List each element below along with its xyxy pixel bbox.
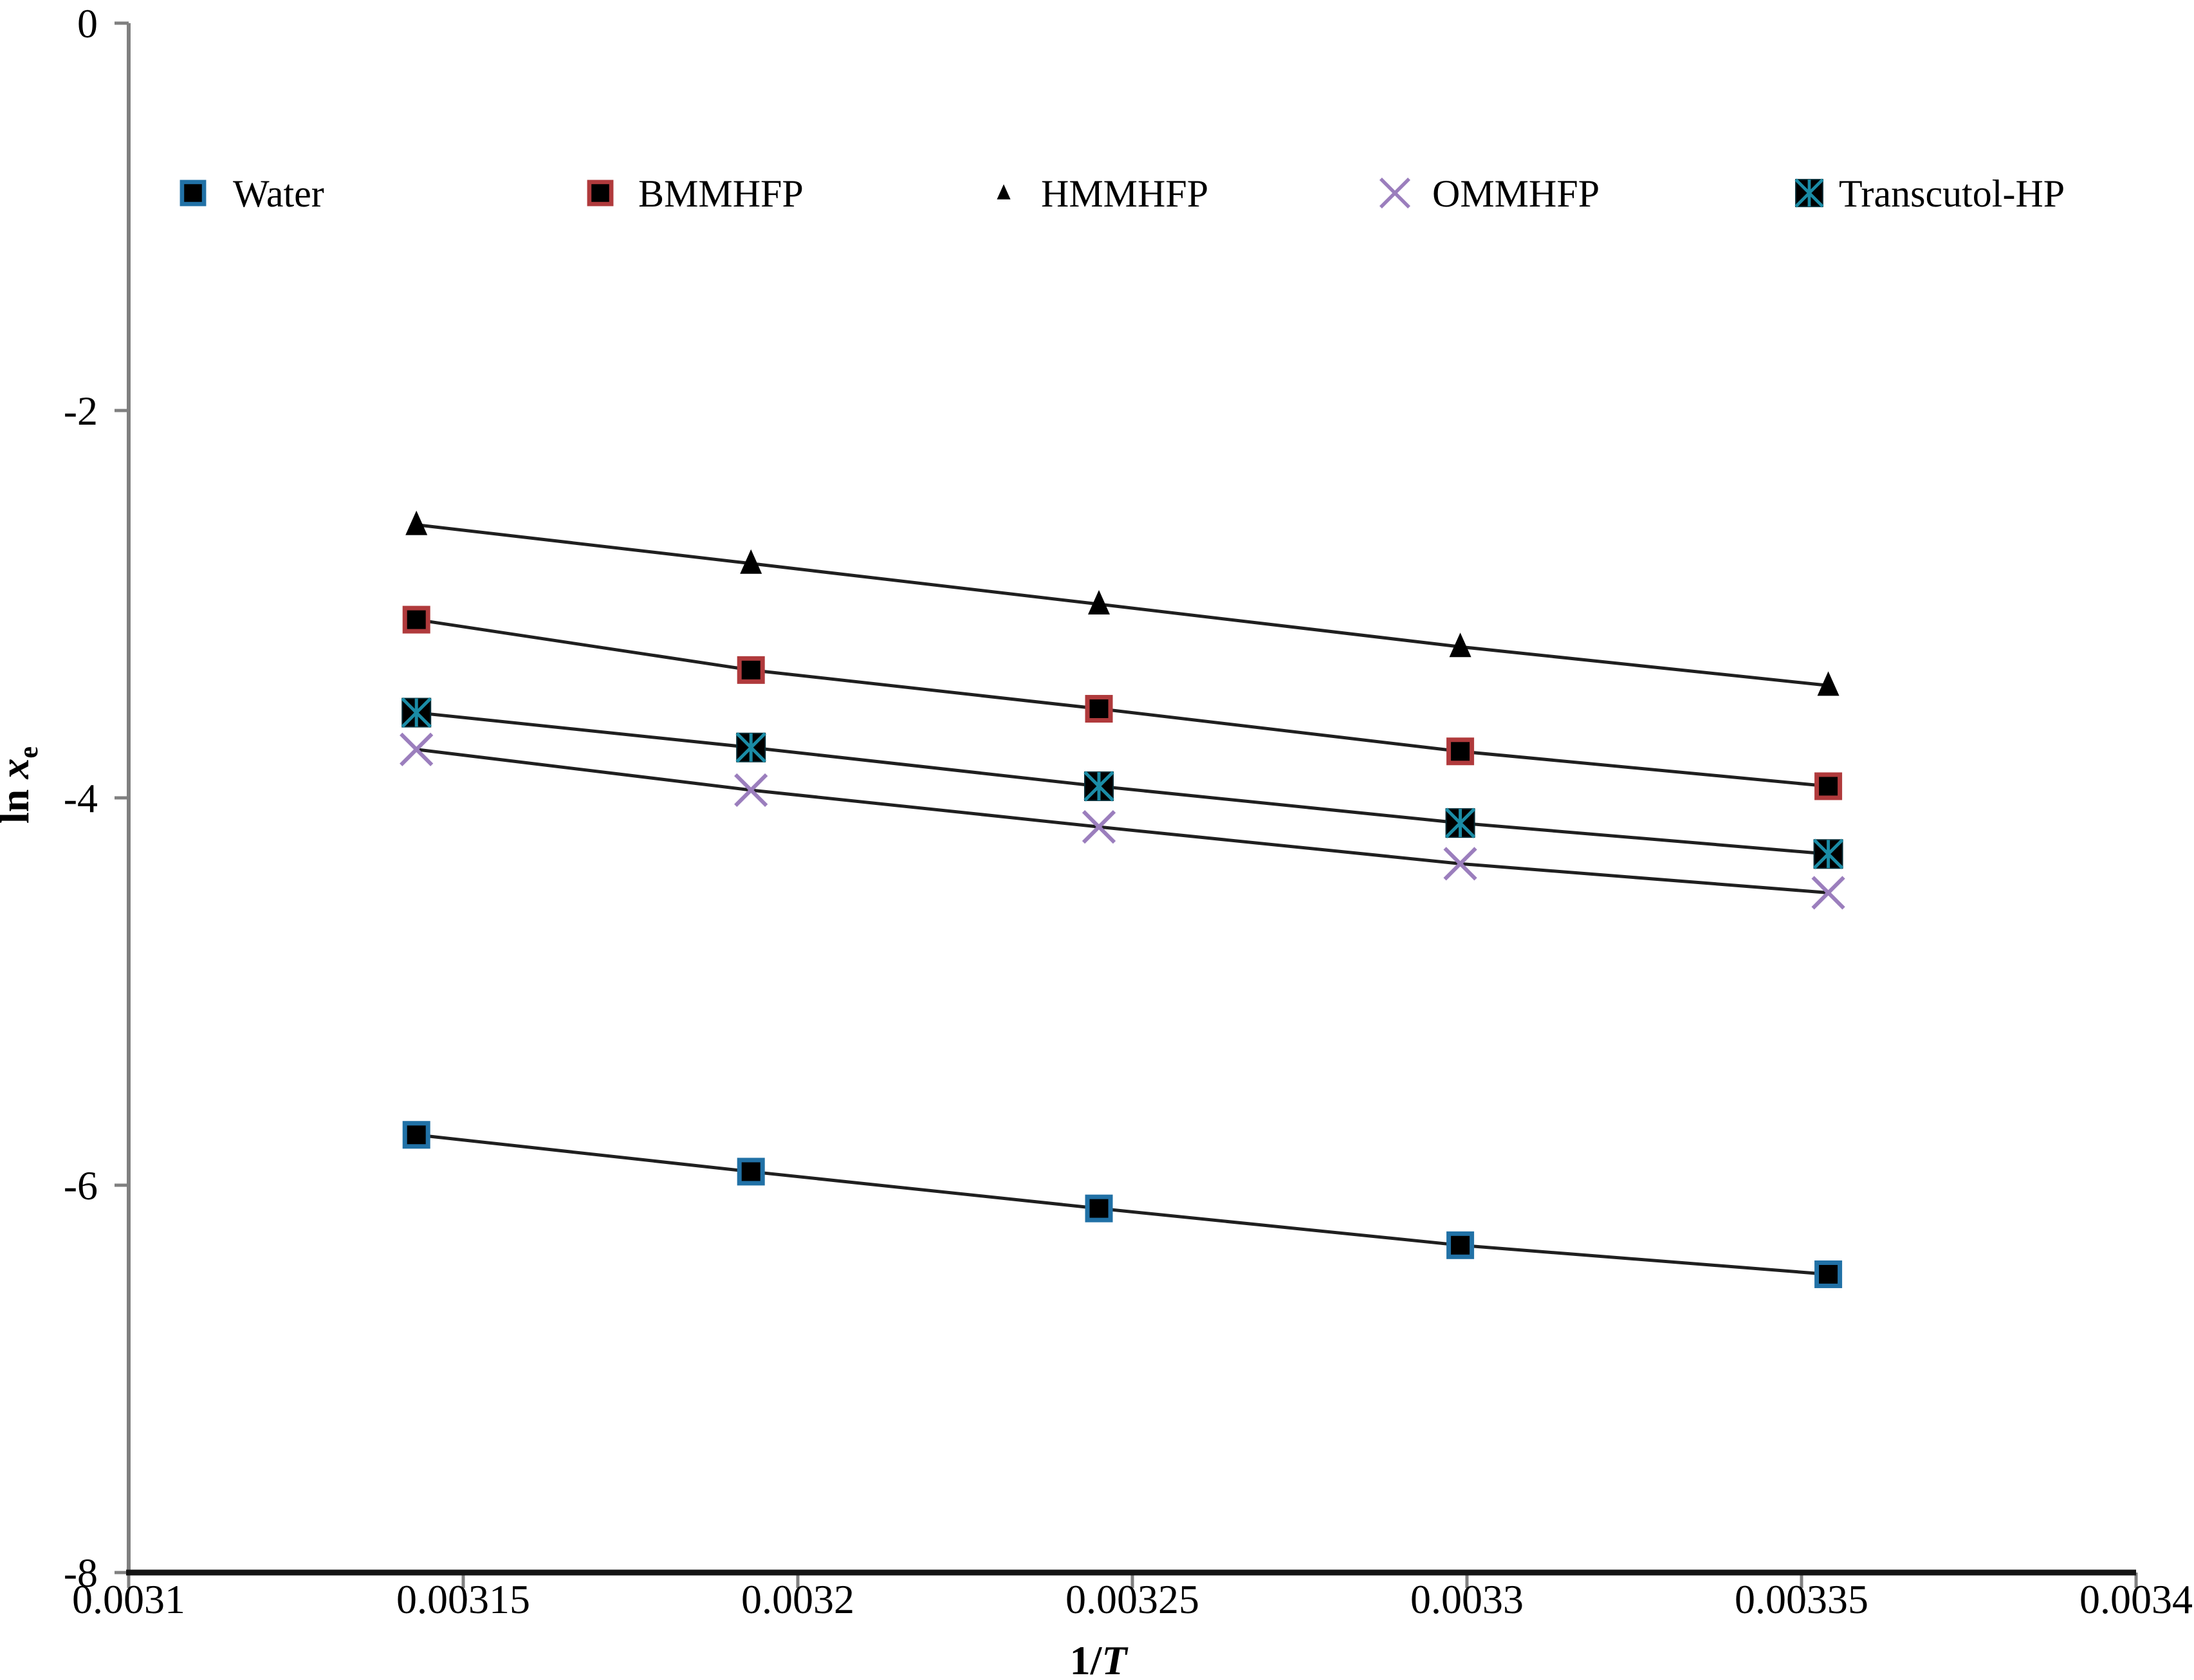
- data-point-ommhfp-4: [1443, 847, 1477, 881]
- x-axis-title-symbol: T: [1102, 1638, 1129, 1680]
- data-point-hmmhfp-3: [1088, 590, 1110, 614]
- y-axis-title-subscript: e: [14, 746, 44, 759]
- y-tick-label: -4: [64, 775, 98, 821]
- legend-item-bmmhfp: BMMHFP: [587, 172, 804, 215]
- x-marker: [1082, 810, 1116, 844]
- series-line-transcutol-hp: [416, 711, 1829, 856]
- legend-marker-transcutol-hp: [1794, 178, 1824, 208]
- data-point-hmmhfp-4: [1449, 632, 1471, 658]
- legend-label-bmmhfp: BMMHFP: [638, 172, 804, 215]
- x-axis-title: 1/T: [1070, 1638, 1129, 1680]
- triangle-marker: [1817, 671, 1839, 696]
- data-point-bmmhfp-2: [737, 656, 765, 684]
- x-marker: [1379, 177, 1411, 209]
- y-tick-label: -6: [64, 1163, 98, 1208]
- data-point-hmmhfp-1: [405, 510, 428, 535]
- legend-marker-bmmhfp: [587, 180, 614, 207]
- data-point-ommhfp-2: [734, 773, 768, 808]
- legend: Water BMMHFP HMMHFP OMMHFP Transcutol-HP: [180, 172, 2065, 215]
- series-line-hmmhfp: [416, 523, 1829, 687]
- legend-item-hmmhfp: HMMHFP: [997, 172, 1208, 215]
- y-axis-title-prefix: ln: [0, 779, 37, 824]
- x-marker: [400, 732, 434, 766]
- series-line-ommhfp: [416, 748, 1829, 894]
- x-tick-label: 0.0033: [1410, 1576, 1524, 1622]
- legend-marker-water: [180, 180, 207, 207]
- data-point-transcutol-hp-3: [1083, 771, 1114, 802]
- legend-label-water: Water: [233, 172, 324, 215]
- square-marker: [180, 180, 207, 207]
- triangle-marker: [405, 510, 428, 535]
- data-point-transcutol-hp-2: [735, 732, 766, 763]
- x-tick-label: 0.00335: [1735, 1576, 1868, 1622]
- x-marker: [734, 773, 768, 808]
- legend-item-ommhfp: OMMHFP: [1379, 172, 1599, 215]
- legend-marker-ommhfp: [1379, 177, 1411, 209]
- x-axis-title-prefix: 1/: [1070, 1638, 1103, 1680]
- x-marker: [1811, 876, 1845, 910]
- x-tick-label: 0.00325: [1065, 1576, 1199, 1622]
- triangle-marker: [1088, 590, 1110, 614]
- data-point-bmmhfp-1: [402, 605, 430, 634]
- triangle-marker: [1449, 632, 1471, 658]
- data-point-transcutol-hp-5: [1812, 838, 1844, 870]
- series-line-water: [416, 1133, 1829, 1276]
- data-point-hmmhfp-5: [1817, 671, 1839, 696]
- legend-item-water: Water: [180, 172, 324, 215]
- triangle-marker: [997, 184, 1011, 199]
- data-point-hmmhfp-2: [740, 549, 762, 574]
- square-marker: [587, 180, 614, 207]
- y-tick-label: -2: [64, 388, 98, 434]
- data-point-water-5: [1814, 1260, 1843, 1288]
- x-marker: [1443, 847, 1477, 881]
- y-axis-title-symbol: x: [0, 759, 37, 780]
- square-marker: [1446, 1231, 1475, 1259]
- triangle-marker: [740, 549, 762, 574]
- square-marker: [1814, 1260, 1843, 1288]
- y-tick-label: -8: [64, 1550, 98, 1596]
- data-point-water-4: [1446, 1231, 1475, 1259]
- square-marker: [737, 1158, 765, 1186]
- data-point-ommhfp-5: [1811, 876, 1845, 910]
- data-point-bmmhfp-3: [1085, 695, 1113, 723]
- y-tick-label: 0: [77, 1, 98, 46]
- x-tick-label: 0.00315: [396, 1576, 530, 1622]
- data-point-ommhfp-3: [1082, 810, 1116, 844]
- data-point-water-3: [1085, 1194, 1113, 1223]
- square-marker: [402, 605, 430, 634]
- x-tick-label: 0.0034: [2079, 1576, 2193, 1622]
- x-tick-label: 0.0032: [741, 1576, 854, 1622]
- legend-marker-hmmhfp: [997, 184, 1011, 199]
- square-marker: [402, 1121, 430, 1149]
- data-point-bmmhfp-5: [1814, 772, 1843, 800]
- x-tick-label: 0.0031: [72, 1576, 185, 1622]
- series-line-bmmhfp: [416, 618, 1829, 788]
- square-marker: [1085, 1194, 1113, 1223]
- square-marker: [737, 656, 765, 684]
- y-axis-title: ln xe: [0, 746, 44, 824]
- data-point-water-1: [402, 1121, 430, 1149]
- data-point-water-2: [737, 1158, 765, 1186]
- square-marker: [1446, 737, 1475, 766]
- square-marker: [1085, 695, 1113, 723]
- legend-item-transcutol-hp: Transcutol-HP: [1794, 172, 2065, 215]
- legend-label-hmmhfp: HMMHFP: [1041, 172, 1208, 215]
- legend-label-ommhfp: OMMHFP: [1432, 172, 1599, 215]
- data-point-transcutol-hp-4: [1444, 808, 1476, 838]
- data-point-bmmhfp-4: [1446, 737, 1475, 766]
- legend-label-transcutol-hp: Transcutol-HP: [1839, 172, 2065, 215]
- data-point-transcutol-hp-1: [401, 697, 432, 728]
- square-marker: [1814, 772, 1843, 800]
- data-point-ommhfp-1: [400, 732, 434, 766]
